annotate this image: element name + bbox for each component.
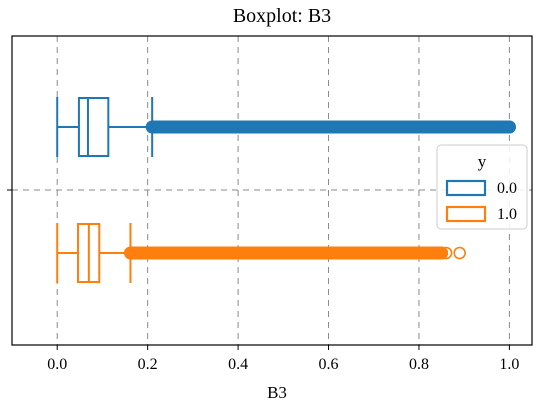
legend-label-1.0: 1.0: [497, 206, 517, 223]
legend-swatch-0.0: [445, 179, 487, 197]
outlier-point: [435, 246, 449, 260]
chart-title: Boxplot: B3: [233, 5, 331, 27]
x-tick-label: 0.6: [319, 356, 339, 373]
legend-label-0.0: 0.0: [497, 180, 517, 197]
outlier-point: [453, 246, 466, 260]
box-series-1.0: [56, 223, 466, 283]
legend-swatch-1.0: [445, 205, 487, 223]
legend-title: y: [478, 152, 487, 171]
box-iqr: [77, 97, 110, 157]
x-tick-label: 0.8: [409, 356, 429, 373]
x-tick-label: 0.2: [138, 356, 158, 373]
x-axis-ticks: 0.0 0.2 0.4 0.6 0.8 1.0: [47, 345, 519, 373]
outlier-point: [502, 120, 516, 134]
box-series: [56, 97, 516, 283]
x-tick-label: 0.4: [228, 356, 248, 373]
box-series-0.0: [56, 97, 516, 157]
legend: y 0.0 1.0: [436, 144, 528, 230]
x-axis-label: B3: [267, 383, 287, 402]
x-tick-label: 1.0: [499, 356, 519, 373]
x-tick-label: 0.0: [47, 356, 67, 373]
outlier-point: [439, 246, 453, 260]
